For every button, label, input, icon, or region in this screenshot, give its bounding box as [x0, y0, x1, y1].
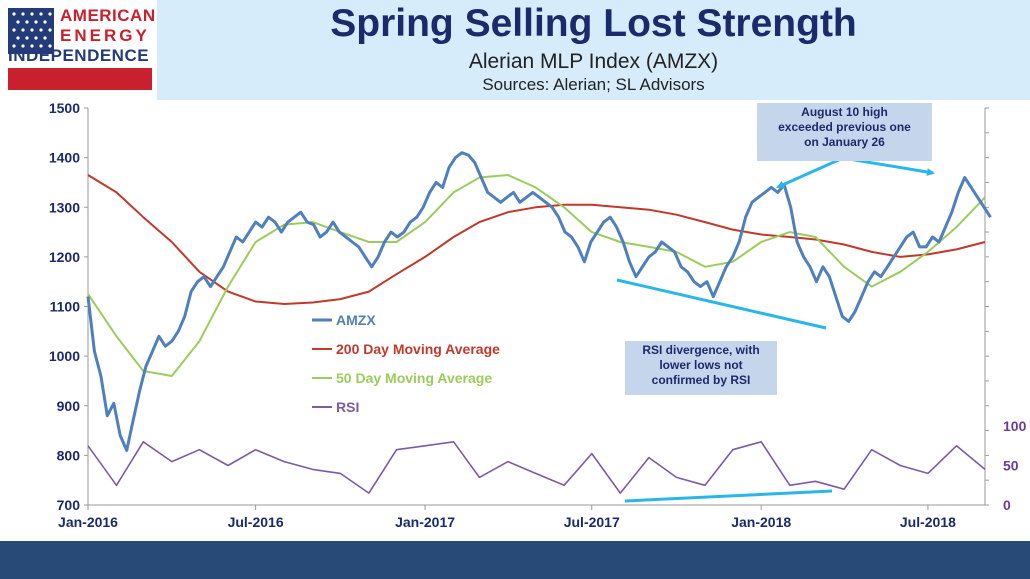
legend-label: RSI: [336, 399, 359, 415]
annotation-rsi-divergence: RSI divergence, with lower lows not conf…: [625, 341, 777, 395]
annotation-lines: [616, 156, 935, 503]
plot-frame: [87, 108, 986, 506]
logo-red-bar: [8, 68, 152, 90]
chart-subtitle: Alerian MLP Index (AMZX): [468, 50, 719, 73]
legend-label: 50 Day Moving Average: [336, 370, 492, 386]
logo: AMERICAN ENERGY INDEPENDENCE: [0, 0, 157, 100]
y-tick-label: 700: [57, 497, 81, 513]
annotation-august-line2: exceeded previous one: [778, 120, 911, 134]
y-axis-right: 100 50 0: [1003, 418, 1027, 513]
y-tick-label: 1400: [49, 150, 80, 166]
chart-title: Spring Selling Lost Strength: [330, 2, 857, 45]
arrow-to-jan-high: [776, 156, 844, 189]
ma200-line: [87, 174, 986, 305]
title-banner: [157, 0, 1030, 100]
logo-text-american: AMERICAN: [60, 6, 156, 25]
y-tick-label: 800: [57, 447, 81, 463]
x-tick-label: Jan-2016: [58, 514, 118, 530]
y-tick-label: 1000: [49, 348, 80, 364]
us-flag-icon: [8, 8, 54, 54]
legend-ma200: 200 Day Moving Average: [312, 341, 500, 357]
legend-rsi: RSI: [312, 399, 359, 415]
legend-label: 200 Day Moving Average: [336, 341, 500, 357]
chart-area: 1500 1400 1300 1200 1100 1000 900 800 700 100 50 0…: [49, 100, 1027, 530]
series-layer: [86, 151, 992, 494]
annotation-august-line1: August 10 high: [801, 105, 888, 119]
annotation-august-high: August 10 high exceeded previous one on …: [757, 103, 932, 161]
x-axis: Jan-2016 Jul-2016 Jan-2017 Jul-2017 Jan-2018…: [58, 505, 956, 530]
rsi-lows-trendline: [624, 489, 833, 503]
logo-text-energy: ENERGY: [60, 26, 150, 45]
rsi-tick-label: 50: [1003, 458, 1019, 474]
annotation-rsi-line3: confirmed by RSI: [651, 373, 751, 387]
y-tick-label: 900: [57, 398, 81, 414]
x-tick-label: Jan-2018: [731, 514, 791, 530]
x-tick-label: Jul-2017: [564, 514, 620, 530]
rsi-line: [87, 440, 986, 494]
y-tick-label: 1100: [50, 299, 81, 315]
legend: AMZX 200 Day Moving Average 50 Day Moving …: [312, 312, 500, 415]
logo-text-independence: INDEPENDENCE: [8, 46, 150, 65]
annotation-rsi-line1: RSI divergence, with: [642, 343, 760, 357]
rsi-tick-label: 100: [1003, 418, 1027, 434]
price-lows-trendline: [616, 278, 827, 330]
x-tick-label: Jul-2018: [900, 514, 956, 530]
rsi-tick-label: 0: [1003, 497, 1011, 513]
annotation-rsi-line2: lower lows not: [659, 358, 743, 372]
chart-sources: Sources: Alerian; SL Advisors: [482, 75, 705, 94]
ma50-line: [87, 174, 986, 377]
x-tick-label: Jul-2016: [228, 514, 284, 530]
y-tick-label: 1200: [49, 249, 80, 265]
legend-ma50: 50 Day Moving Average: [312, 370, 492, 386]
y-tick-label: 1300: [49, 199, 80, 215]
y-axis-left: 1500 1400 1300 1200 1100 1000 900 800 700: [49, 100, 989, 513]
annotation-august-line3: on January 26: [804, 135, 885, 149]
amzx-line: [86, 151, 992, 452]
legend-label: AMZX: [336, 312, 376, 328]
y-tick-label: 1500: [49, 100, 80, 116]
footer-bar: [0, 541, 1030, 579]
legend-amzx: AMZX: [312, 312, 376, 328]
x-tick-label: Jan-2017: [395, 514, 455, 530]
